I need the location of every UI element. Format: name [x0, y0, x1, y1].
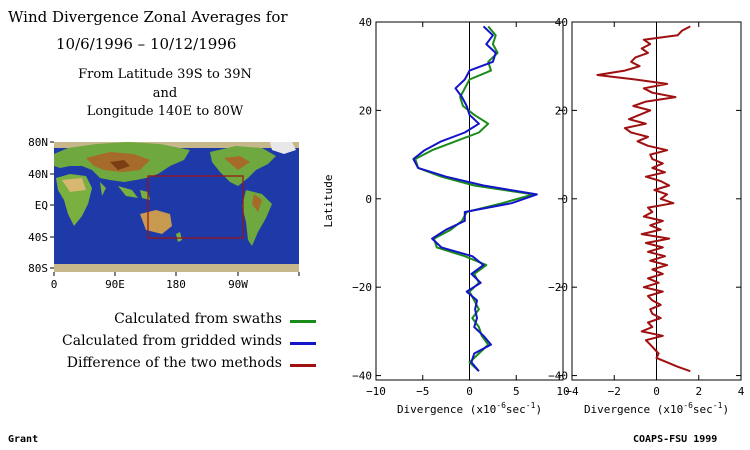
- legend-swatch: [290, 320, 316, 323]
- map-lon-label: 0: [51, 278, 58, 291]
- x-tick-label: 0: [466, 385, 473, 398]
- x-tick-label: 5: [513, 385, 520, 398]
- y-tick-label: −20: [352, 281, 372, 294]
- map-lon-label: 180: [166, 278, 186, 291]
- x-tick-label: −2: [608, 385, 621, 398]
- region-line-3: Longitude 140E to 80W: [86, 104, 244, 119]
- x-tick-label: −5: [416, 385, 429, 398]
- x-tick-label: 2: [695, 385, 702, 398]
- y-tick-label: 40: [555, 16, 568, 29]
- y-tick-label: −20: [548, 281, 568, 294]
- y-tick-label: 20: [359, 104, 372, 117]
- x-tick-label: 0: [653, 385, 660, 398]
- y-axis-label: Latitude: [322, 175, 335, 228]
- legend-label: Calculated from swaths: [114, 311, 282, 327]
- x-tick-label: 4: [738, 385, 745, 398]
- map-lat-label: 40N: [28, 168, 48, 181]
- region-box: [147, 175, 244, 239]
- legend-swatch: [290, 364, 316, 367]
- map-lat-label: 80S: [28, 262, 48, 275]
- legend-label: Calculated from gridded winds: [62, 333, 282, 349]
- map-lon-label: 90E: [105, 278, 125, 291]
- map-lat-label: EQ: [35, 199, 48, 212]
- date-range: 10/6/1996 – 10/12/1996: [56, 35, 237, 53]
- x-tick-label: −4: [565, 385, 579, 398]
- y-tick-label: 0: [561, 193, 568, 206]
- series-line: [596, 25, 691, 373]
- series-line: [412, 25, 538, 372]
- y-tick-label: 0: [365, 193, 372, 206]
- map-lat-label: 80N: [28, 136, 48, 149]
- map-ticks: [50, 141, 300, 276]
- legend-swatch: [290, 342, 316, 345]
- series-line: [414, 25, 535, 372]
- chart-title: Wind Divergence Zonal Averages for: [8, 8, 288, 26]
- map-lon-label: 90W: [228, 278, 248, 291]
- footer-credit: COAPS-FSU 1999: [633, 434, 718, 445]
- y-tick-label: 20: [555, 104, 568, 117]
- map-lat-label: 40S: [28, 231, 48, 244]
- x-tick-label: −10: [366, 385, 386, 398]
- x-axis-label: Divergence (x10-6sec-1): [397, 401, 542, 416]
- legend-item-gridded: Calculated from gridded winds: [8, 333, 320, 351]
- legend-label: Difference of the two methods: [66, 355, 282, 371]
- y-tick-label: 40: [359, 16, 372, 29]
- world-map: 80N 40N EQ 40S 80S 0 90E 180 90W: [28, 136, 300, 291]
- y-tick-label: −40: [548, 370, 568, 383]
- legend-item-swaths: Calculated from swaths: [8, 311, 320, 329]
- x-tick-label: 10: [556, 385, 569, 398]
- legend-item-difference: Difference of the two methods: [8, 355, 320, 373]
- region-line-1: From Latitude 39S to 39N: [78, 67, 252, 82]
- y-tick-label: −40: [352, 370, 372, 383]
- x-axis-label: Divergence (x10-6sec-1): [584, 401, 729, 416]
- region-line-2: and: [152, 86, 178, 101]
- footer-author: Grant: [8, 434, 39, 445]
